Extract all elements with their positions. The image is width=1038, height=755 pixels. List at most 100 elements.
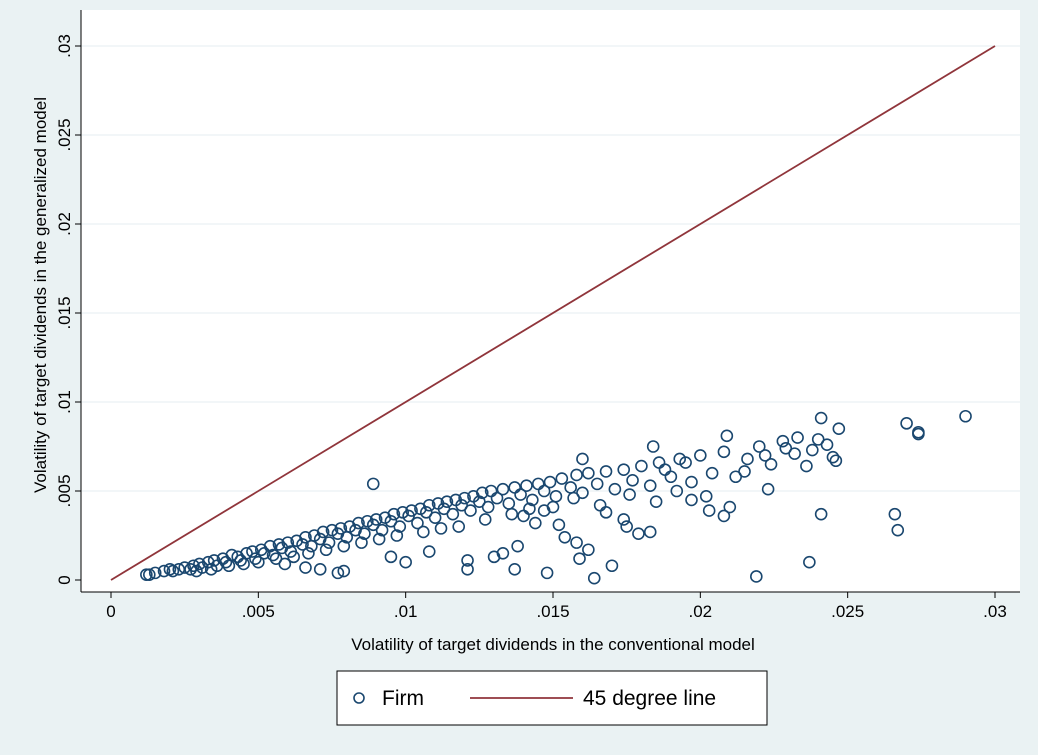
data-point xyxy=(514,488,527,501)
x-tick-label: .015 xyxy=(536,602,569,621)
data-point xyxy=(313,563,327,576)
data-point xyxy=(478,513,492,526)
data-point xyxy=(322,536,336,549)
data-point xyxy=(281,536,295,549)
data-point xyxy=(148,566,162,580)
data-point xyxy=(685,493,698,507)
data-point xyxy=(605,559,619,573)
y-tick-label: .025 xyxy=(55,118,74,151)
y-axis-title: Volatility of target dividends in the ge… xyxy=(31,97,50,493)
data-point xyxy=(296,538,309,551)
legend-45-line-label: 45 degree line xyxy=(583,687,716,710)
data-point xyxy=(337,564,351,578)
data-point xyxy=(776,434,790,448)
data-point xyxy=(355,536,368,549)
data-point xyxy=(587,571,601,585)
data-point xyxy=(608,482,622,496)
x-tick-label: .01 xyxy=(394,602,418,621)
data-point xyxy=(178,561,191,574)
data-point xyxy=(520,479,533,492)
data-point xyxy=(632,527,645,541)
data-point xyxy=(302,546,315,560)
data-point xyxy=(446,507,460,521)
data-point xyxy=(626,474,639,487)
data-point xyxy=(237,557,250,571)
x-tick-label: .02 xyxy=(689,602,713,621)
data-point xyxy=(458,491,471,505)
x-axis-ticks: 0 .005 .01 .015 .02 .025 .03 xyxy=(106,592,1007,621)
data-point xyxy=(334,522,348,535)
data-point xyxy=(440,495,454,508)
data-point xyxy=(266,548,280,562)
axes xyxy=(80,10,1020,593)
y-tick-label: 0 xyxy=(55,575,74,584)
data-point xyxy=(779,441,793,455)
data-point xyxy=(193,557,206,571)
y-tick-label: .02 xyxy=(55,212,74,236)
data-point xyxy=(570,536,583,549)
legend-firm-marker xyxy=(353,692,365,704)
data-point xyxy=(352,516,365,530)
plot-area xyxy=(81,10,1020,592)
data-point xyxy=(582,466,595,480)
data-point xyxy=(617,463,631,476)
data-point xyxy=(670,484,684,498)
data-point xyxy=(461,554,474,567)
data-point xyxy=(590,477,604,491)
data-point xyxy=(384,550,398,564)
data-point xyxy=(635,459,648,473)
data-point xyxy=(741,452,754,466)
data-point xyxy=(422,498,436,512)
data-point xyxy=(694,449,707,462)
data-point xyxy=(582,543,595,557)
data-point xyxy=(204,563,218,576)
data-point xyxy=(428,511,442,525)
data-point xyxy=(717,509,731,523)
data-point xyxy=(643,525,657,539)
data-point xyxy=(750,570,763,583)
data-point xyxy=(593,498,607,512)
data-point xyxy=(405,504,418,517)
data-point xyxy=(263,539,277,553)
data-point xyxy=(567,491,580,505)
data-point xyxy=(573,552,586,565)
data-point xyxy=(959,409,972,423)
data-point xyxy=(496,482,510,496)
data-point xyxy=(331,566,345,580)
data-point xyxy=(806,443,819,457)
data-point xyxy=(623,488,636,501)
data-point xyxy=(523,502,536,516)
y-tick-label: .015 xyxy=(55,296,74,329)
data-point xyxy=(411,516,424,530)
data-point xyxy=(272,538,286,551)
data-point xyxy=(393,520,407,533)
legend: Firm 45 degree line xyxy=(336,670,768,726)
x-tick-label: .025 xyxy=(831,602,864,621)
series-45-degree-line xyxy=(110,45,996,581)
data-point xyxy=(422,545,436,558)
data-point xyxy=(803,555,816,569)
x-axis-title: Volatility of target dividends in the co… xyxy=(351,635,755,654)
data-point xyxy=(723,500,737,514)
data-point xyxy=(617,513,631,526)
data-point xyxy=(452,520,466,533)
data-point xyxy=(246,545,259,558)
data-point xyxy=(555,472,569,485)
data-point xyxy=(738,465,751,478)
y-tick-label: .03 xyxy=(55,34,74,58)
data-point xyxy=(570,468,583,482)
data-point xyxy=(337,539,351,553)
data-point xyxy=(358,527,371,541)
data-point xyxy=(375,523,389,537)
data-point xyxy=(490,491,504,505)
data-point xyxy=(166,564,180,578)
data-point xyxy=(791,431,804,444)
data-point xyxy=(464,504,477,517)
data-point xyxy=(417,525,430,539)
data-point xyxy=(900,417,913,430)
data-point xyxy=(369,513,383,526)
data-point xyxy=(543,475,557,489)
y-tick-label: .01 xyxy=(55,390,74,414)
data-point xyxy=(685,475,698,489)
legend-firm-label: Firm xyxy=(382,687,424,710)
